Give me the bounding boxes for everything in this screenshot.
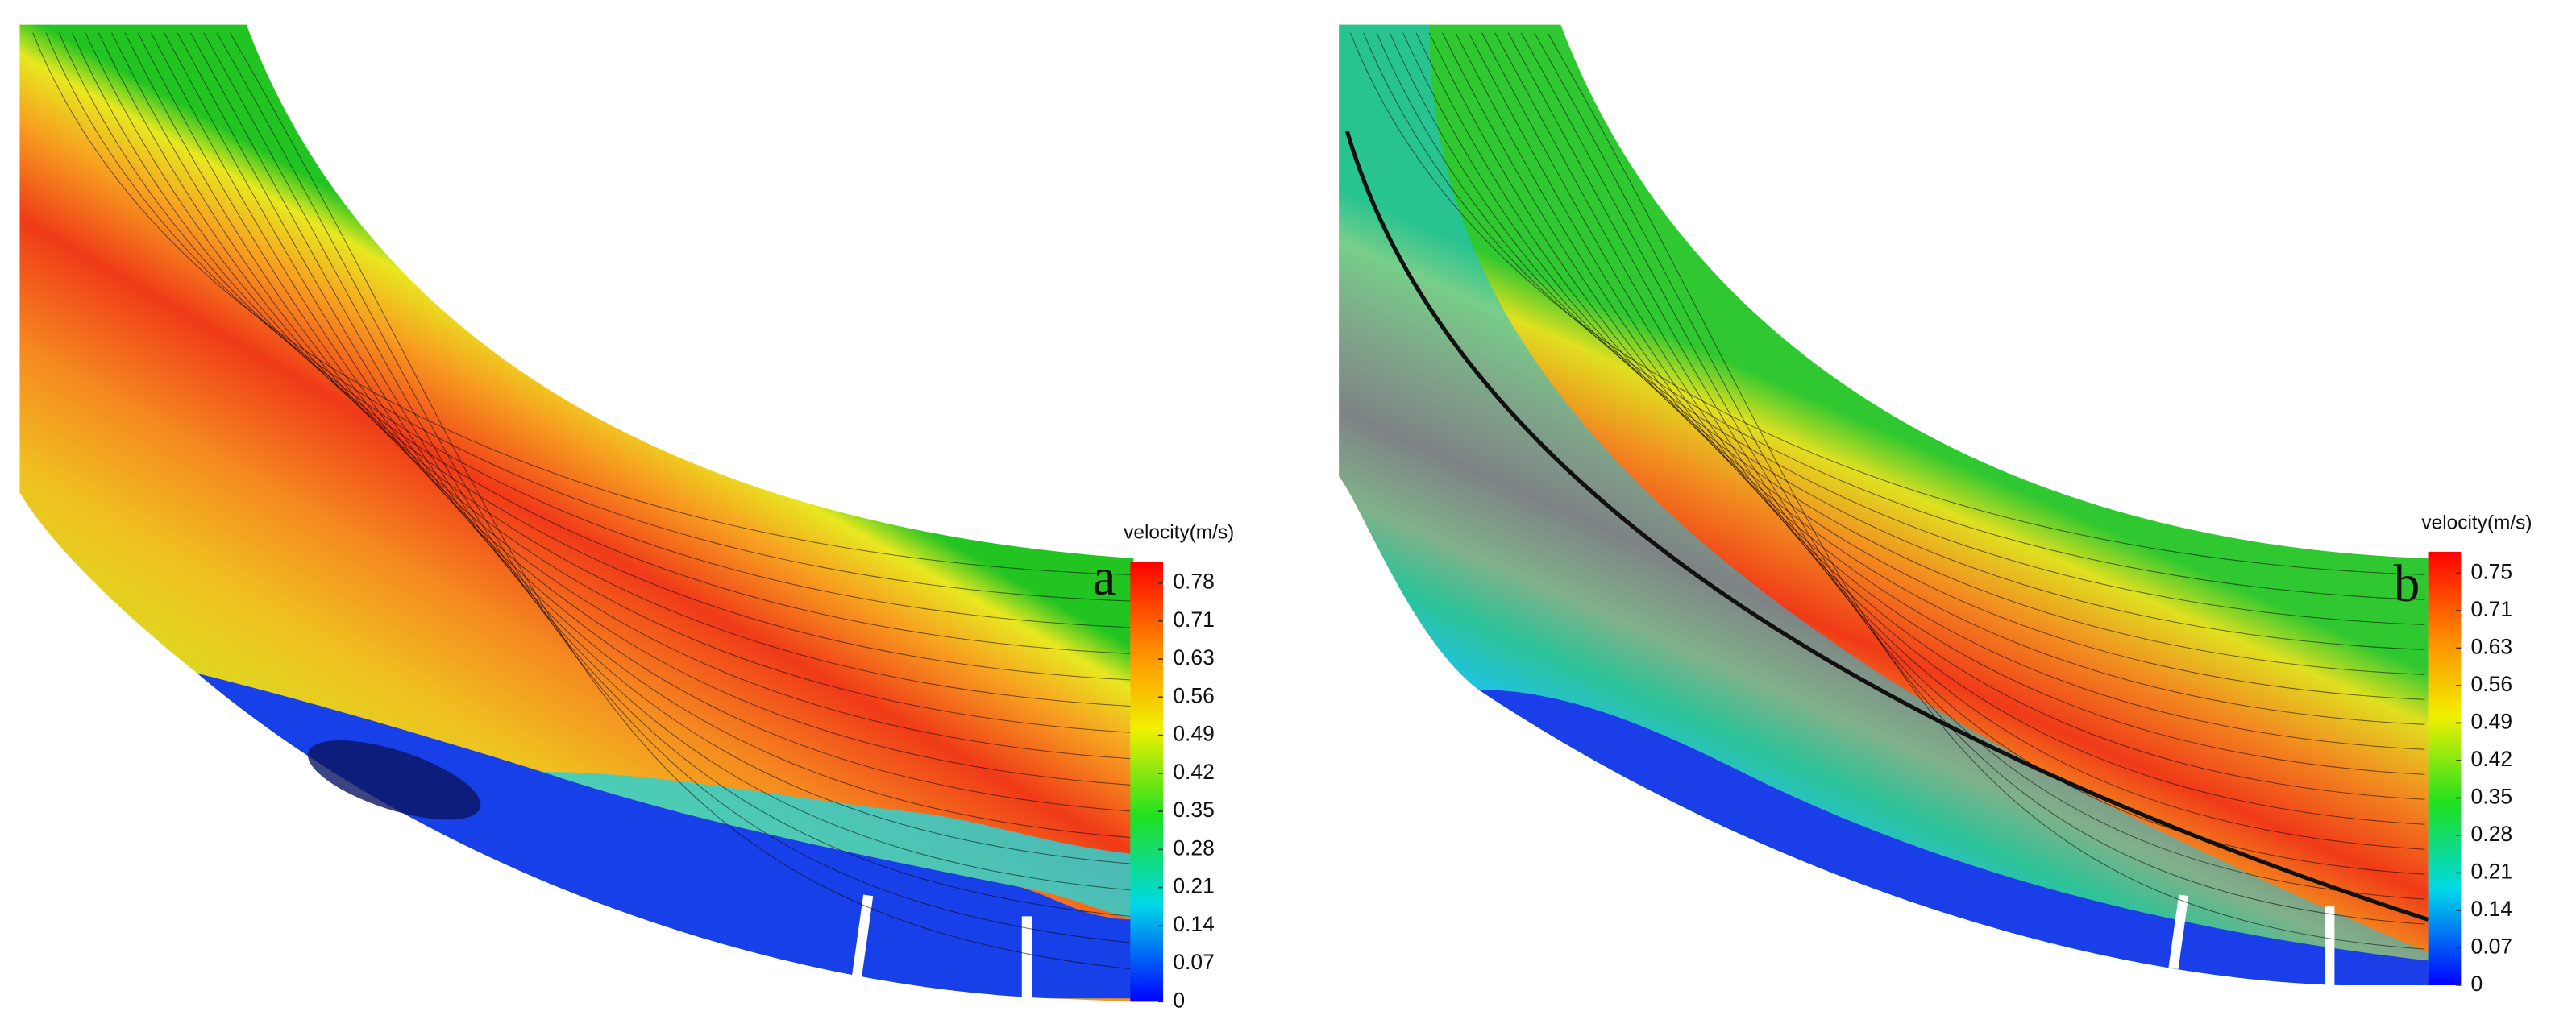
streamline	[124, 32, 1131, 760]
streamline	[1363, 32, 2425, 600]
panel-a-field	[19, 24, 1134, 1002]
colorbar-tick-label: 0.42	[2471, 747, 2513, 771]
streamline	[1402, 32, 2425, 675]
colorbar-tick-label: 0.35	[2471, 784, 2513, 808]
colorbar	[2428, 551, 2462, 985]
streamline	[137, 32, 1131, 786]
colorbar-title: velocity(m/s)	[2421, 512, 2532, 533]
colorbar-tick-label: 0.75	[2471, 559, 2513, 583]
streamline	[229, 32, 1131, 970]
streamline	[151, 32, 1131, 812]
colorbar-tick-label: 0.14	[2471, 897, 2513, 921]
colorbar-tick-label: 0.71	[1173, 607, 1215, 632]
colorbar-title: velocity(m/s)	[1124, 522, 1234, 544]
colorbar-tick-label: 0.21	[1173, 874, 1215, 898]
streamline	[1507, 32, 2425, 875]
streamline	[1442, 32, 2425, 750]
streamline	[1494, 32, 2425, 850]
colorbar-tick-label: 0.71	[2471, 597, 2513, 621]
colorbar-tick-label: 0.49	[1173, 722, 1215, 746]
streamline	[98, 32, 1131, 707]
colorbar-tick-label: 0.14	[1173, 912, 1215, 936]
colorbar-tick-label: 0.21	[2471, 859, 2513, 883]
panel-label: a	[1092, 549, 1116, 607]
streamline	[1349, 32, 2425, 575]
streamline	[164, 32, 1131, 839]
streamline	[85, 32, 1131, 681]
colorbar-tick-label: 0.35	[1173, 798, 1215, 822]
streamline	[1534, 32, 2425, 925]
streamline	[203, 32, 1131, 917]
streamline	[1520, 32, 2425, 900]
streamlines	[32, 32, 2425, 970]
streamline	[1481, 32, 2425, 825]
streamline	[1547, 32, 2425, 950]
streamline	[1389, 32, 2425, 650]
colorbar-tick-label: 0	[1173, 988, 1185, 1012]
colorbar-tick-label: 0	[2471, 972, 2483, 996]
colorbar-tick-label: 0.07	[1173, 950, 1215, 974]
colorbar-tick-label: 0.42	[1173, 760, 1215, 784]
colorbar-tick-label: 0.63	[2471, 634, 2513, 658]
colorbar-tick-label: 0.63	[1173, 645, 1215, 669]
panel-label: b	[2394, 555, 2420, 613]
streamline	[58, 32, 1131, 628]
streamline	[216, 32, 1131, 943]
colorbar-tick-label: 0.56	[1173, 683, 1215, 707]
colorbar	[1130, 562, 1164, 1002]
colorbar-tick-label: 0.78	[1173, 570, 1215, 594]
streamline	[1428, 32, 2425, 725]
panel-b-field	[1339, 24, 2429, 985]
streamline	[177, 32, 1131, 864]
streamline	[45, 32, 1131, 602]
colorbar-tick-label: 0.56	[2471, 672, 2513, 696]
streamline	[1468, 32, 2425, 800]
colorbar-tick-label: 0.28	[1173, 835, 1215, 860]
streamline	[189, 32, 1131, 891]
colorbar-tick-label: 0.49	[2471, 709, 2513, 733]
colorbar-tick-label: 0.07	[2471, 934, 2513, 958]
streamline	[72, 32, 1131, 654]
streamline	[1415, 32, 2425, 700]
colorbar-tick-label: 0.28	[2471, 822, 2513, 846]
